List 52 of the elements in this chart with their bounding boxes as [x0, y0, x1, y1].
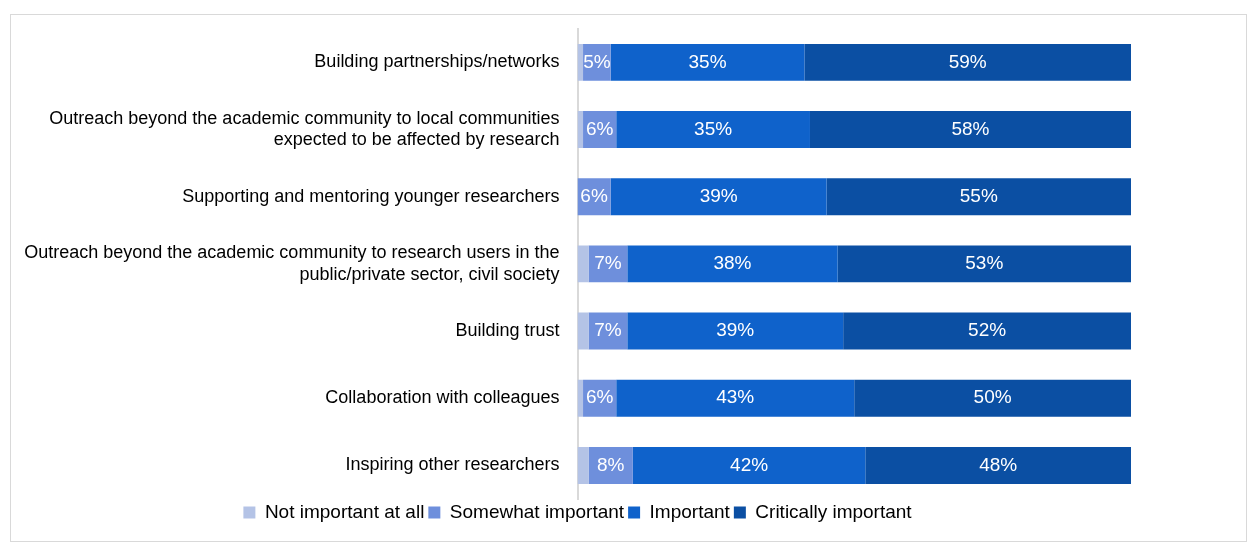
bar — [577, 111, 584, 149]
bar — [610, 178, 827, 216]
legend-label: Somewhat important — [449, 500, 625, 522]
data-label: 6% — [580, 184, 608, 206]
y-tick-label: Outreach beyond the academic community to local communities expected to be affected by research — [49, 107, 560, 150]
bar — [632, 446, 866, 484]
data-label: 6% — [585, 117, 614, 139]
y-tick-label: Inspiring other researchers — [345, 454, 560, 475]
data-label: 58% — [951, 117, 990, 139]
y-tick-label: Building trust — [455, 320, 560, 341]
y-tick-label: Collaboration with colleagues — [325, 387, 560, 408]
data-label: 42% — [730, 453, 769, 475]
bar — [577, 312, 589, 350]
data-label: 55% — [959, 184, 998, 206]
bar — [809, 111, 1131, 149]
bar — [804, 43, 1131, 81]
data-label: 6% — [585, 386, 614, 408]
bar — [616, 111, 810, 149]
legend-label: Important — [649, 500, 731, 522]
data-label: 5% — [583, 50, 611, 72]
bar — [854, 379, 1131, 417]
data-label: 50% — [973, 386, 1012, 408]
bar — [837, 245, 1131, 283]
y-tick-label: Outreach beyond the academic community to research users in the public/private sector, civil society — [24, 242, 560, 284]
legend-label: Not important at all — [264, 500, 425, 522]
data-label: 35% — [688, 50, 727, 72]
data-label: 59% — [948, 50, 987, 72]
bar — [577, 446, 589, 484]
bar — [826, 178, 1131, 216]
y-tick-label: Building partnerships/networks — [314, 51, 560, 72]
data-label: 35% — [694, 117, 733, 139]
data-label: 39% — [716, 319, 755, 341]
bar — [627, 245, 838, 283]
data-label: 39% — [699, 184, 738, 206]
data-label: 8% — [596, 453, 625, 475]
data-label: 53% — [965, 252, 1004, 274]
bar — [610, 43, 805, 81]
legend-label: Critically important — [755, 500, 913, 522]
bar — [843, 312, 1131, 350]
y-tick-label: Supporting and mentoring younger researchers — [182, 185, 560, 206]
bar — [577, 43, 584, 81]
data-label: 52% — [968, 319, 1007, 341]
bar — [616, 379, 855, 417]
bar — [577, 379, 584, 417]
data-label: 7% — [594, 319, 622, 341]
bar — [865, 446, 1131, 484]
data-label: 7% — [594, 252, 622, 274]
data-label: 43% — [716, 386, 755, 408]
bar — [627, 312, 844, 350]
data-label: 38% — [713, 252, 752, 274]
data-label: 48% — [979, 453, 1018, 475]
bar — [577, 245, 589, 283]
